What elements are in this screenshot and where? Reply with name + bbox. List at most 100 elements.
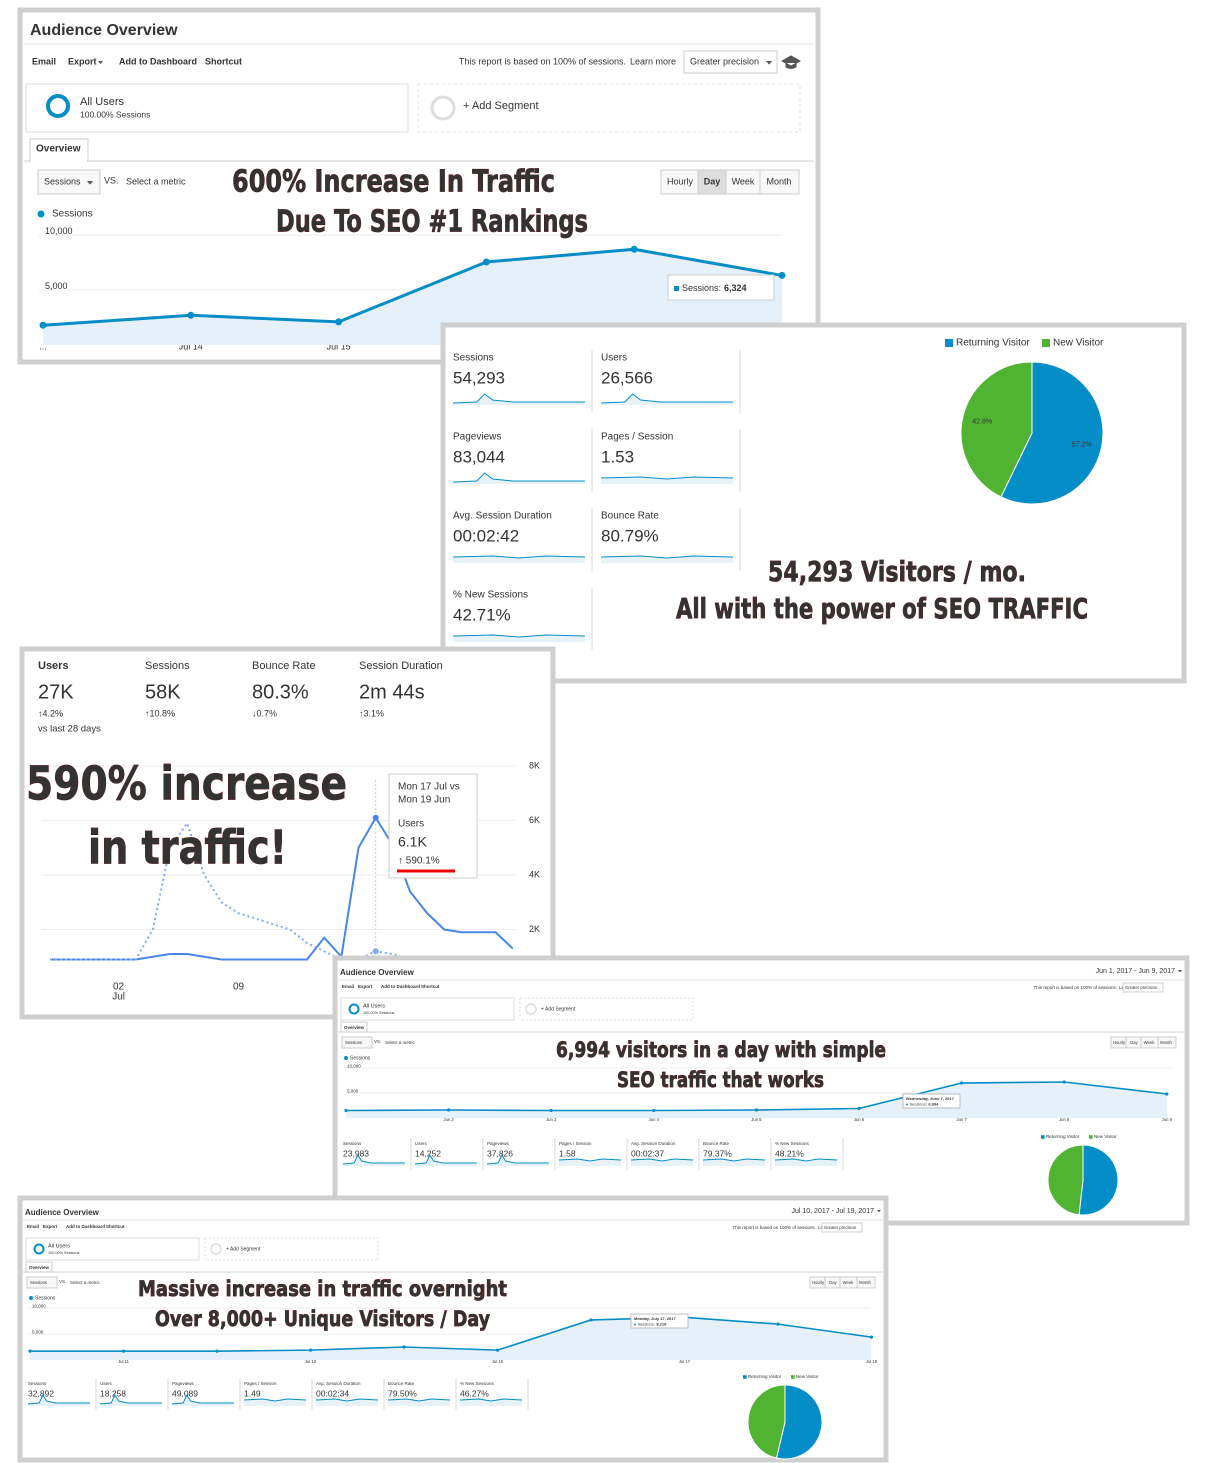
data-point [402,1345,406,1349]
legend-label: Sessions [52,209,93,220]
data-point [1165,1092,1169,1096]
label: Shortcut [421,984,440,989]
label: Greater precision [824,1225,857,1230]
label: Shortcut [205,56,242,66]
metric-value: 79.50% [388,1388,417,1398]
box [417,83,801,133]
sparkline [315,1398,379,1402]
tooltip: Sessions: 8,218 [638,1322,668,1327]
box [821,1222,863,1233]
label: Month [766,176,791,186]
label: Hourly [667,176,694,186]
sparkline [452,472,585,483]
sparkline [630,1158,694,1162]
metric-value: 80.79% [601,526,659,545]
pie-slice [1000,361,1104,505]
sparkline [99,1393,162,1405]
stat-value: 58K [145,681,181,703]
x-tick-label: Jul 17 [679,1359,691,1364]
data-point [778,271,786,279]
label: Audience Overview [25,1208,100,1217]
box [25,1237,200,1261]
data-point [1062,1080,1066,1084]
sparkline [414,1153,477,1165]
label: Day [829,1280,837,1285]
label: Week [843,1280,855,1285]
label: All Users [80,96,125,108]
box [204,1237,379,1261]
data-point [857,1106,861,1111]
label: Month [1160,1040,1172,1045]
label: Export [68,56,97,66]
metric-name: Users [601,353,627,364]
sparkline [452,393,585,404]
label: Jun 1, 2017 - Jun 9, 2017 [1096,968,1175,975]
slice-label: 57.2% [1072,441,1092,448]
label: Overview [36,144,81,155]
box [1122,982,1164,993]
sparkline-area [453,635,585,642]
label: + Add Segment [463,100,539,112]
sparkline-area [559,1159,621,1166]
metric-name: Pageviews [172,1381,195,1386]
label: Week [1144,1040,1156,1045]
label: Users [398,819,424,830]
data-point [482,258,490,266]
label: Select a metric [70,1280,101,1285]
stat-change: ↑4.2% [38,708,63,718]
box [25,1261,53,1273]
legend-dot [344,1056,348,1060]
y-tick-label: 5,000 [32,1329,44,1334]
label: This report is based on 100% of sessions… [459,56,626,66]
stat-change: ↓0.7% [252,708,277,718]
y-tick-label: 6K [529,815,540,825]
x-tick-label: Jul 15 [327,341,351,351]
data-point [372,814,379,821]
stat-value: 27K [38,681,74,703]
area [346,1082,1167,1118]
label: Week [732,176,755,186]
legend-swatch [791,1375,795,1379]
metric-name: % New Sessions [453,590,528,601]
metric-name: Bounce Rate [703,1141,730,1146]
y-tick-label: 2K [529,924,540,934]
series-line [42,247,783,327]
metric-value: 00:02:42 [453,526,519,545]
x-tick-label: Jul [112,992,125,1003]
metric-value: 48.21% [775,1148,804,1158]
metric-value: 42.71% [453,605,511,624]
stat-change: ↑10.8% [145,708,175,718]
stat-change: ↑3.1% [359,708,384,718]
box [340,1021,368,1033]
sparkline [452,555,586,559]
label: Overview [29,1265,50,1270]
headline: 54,293 Visitors / mo. [768,555,1026,588]
label: Email [342,984,354,989]
tooltip-bullet [634,1323,636,1326]
metric-name: Pages / Session [244,1381,277,1386]
label: Add to Dashboard [381,984,420,989]
legend-label: New Visitor [1053,338,1104,349]
x-tick-label: Jun 3 [546,1117,557,1122]
y-tick-label: 5,000 [347,1088,359,1093]
metric-name: Users [415,1141,428,1146]
label: ↑ 590.1% [398,856,440,867]
box [1110,1036,1177,1049]
data-point [39,321,47,329]
box [25,83,409,133]
data-point [589,1318,593,1322]
data-point [121,1349,126,1353]
headline: 6,994 visitors in a day with simple [556,1038,886,1062]
headline: in traffic! [88,821,287,875]
sparkline-area [631,1159,693,1166]
legend-dot [37,210,45,218]
y-tick-label: 4K [529,869,540,879]
label: Select a metric [385,1040,416,1045]
tooltip-value: 6,324 [724,283,747,293]
legend-label: Returning Visitor [748,1374,782,1379]
segment-ring [46,94,70,118]
box [630,1313,689,1329]
box [809,1276,876,1289]
